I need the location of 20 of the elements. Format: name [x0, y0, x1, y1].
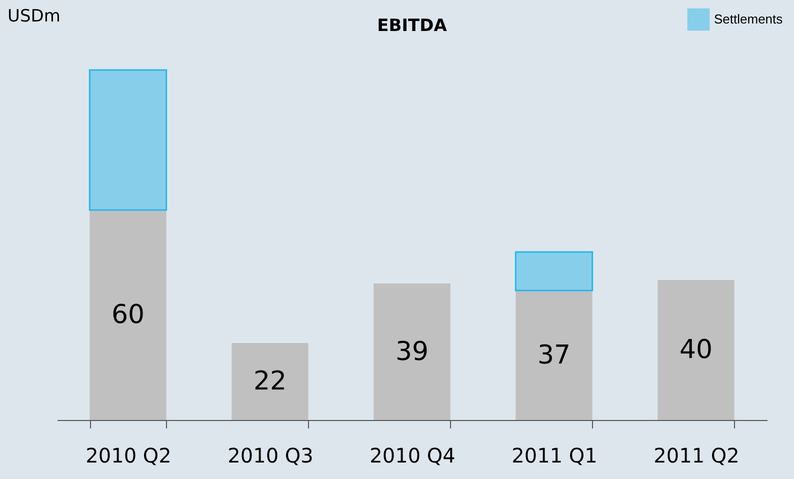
data-label: 39 — [395, 336, 429, 367]
chart-title: EBITDA — [377, 16, 448, 36]
data-label: 40 — [679, 335, 713, 365]
x-tick-label: 2010 Q3 — [228, 444, 314, 468]
data-label: 60 — [111, 300, 145, 330]
legend-label: Settlements — [714, 12, 784, 26]
data-label: 37 — [537, 340, 571, 370]
x-tick-label: 2010 Q2 — [86, 444, 172, 468]
x-tick-label: 2011 Q2 — [654, 444, 740, 468]
bar — [516, 290, 592, 420]
data-label: 22 — [253, 366, 287, 396]
bar — [514, 251, 594, 292]
x-tick-label: 2011 Q1 — [512, 444, 598, 468]
bar — [232, 343, 308, 420]
bar — [90, 210, 166, 420]
bar — [374, 284, 450, 420]
bar — [658, 280, 734, 420]
x-tick-label: 2010 Q4 — [370, 444, 456, 468]
y-axis-title: USDm — [8, 6, 60, 26]
bar — [88, 69, 168, 211]
